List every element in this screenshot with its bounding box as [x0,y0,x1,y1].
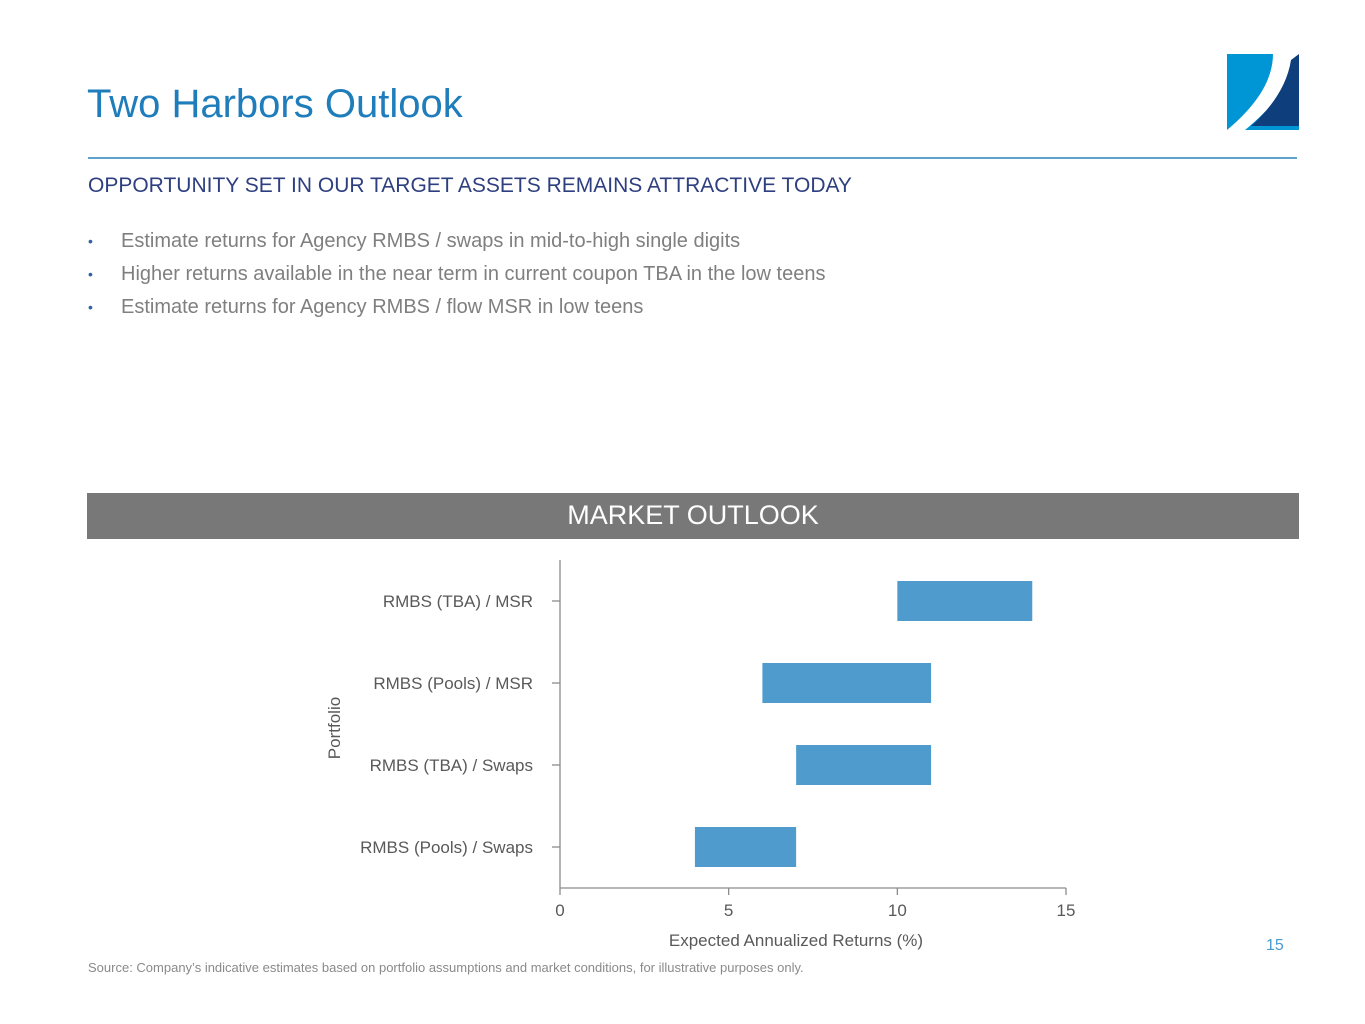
bullet-text: Higher returns available in the near ter… [121,263,826,285]
logo-dark-panel [1251,54,1299,126]
bullet-item: • Estimate returns for Agency RMBS / swa… [88,226,825,259]
source-note: Source: Company’s indicative estimates b… [88,960,804,975]
bullet-icon: • [88,299,93,315]
x-tick-label: 15 [1057,901,1076,920]
market-outlook-banner: MARKET OUTLOOK [87,493,1299,539]
y-tick-label: RMBS (TBA) / Swaps [370,756,533,775]
y-tick-label: RMBS (Pools) / Swaps [360,838,533,857]
company-logo [1227,54,1299,130]
title-divider [88,157,1297,159]
y-axis-title: Portfolio [325,697,344,759]
y-tick-label: RMBS (TBA) / MSR [383,592,533,611]
range-bar [796,745,932,785]
bullet-text: Estimate returns for Agency RMBS / flow … [121,296,644,318]
bullet-list: • Estimate returns for Agency RMBS / swa… [88,226,825,325]
logo-white-swoosh [1227,54,1299,130]
range-bar [897,581,1033,621]
x-tick-label: 10 [888,901,907,920]
bullet-icon: • [88,233,93,249]
section-heading: OPPORTUNITY SET IN OUR TARGET ASSETS REM… [88,174,852,197]
x-tick-label: 0 [555,901,564,920]
page-number: 15 [1266,937,1284,954]
x-axis-title: Expected Annualized Returns (%) [669,931,923,950]
market-outlook-chart: 0 5 10 15 RMBS (TBA) / MSR RMBS (Pools) / MSR… [325,560,1076,950]
x-tick-label: 5 [724,901,733,920]
page-title: Two Harbors Outlook [87,82,463,126]
bullet-text: Estimate returns for Agency RMBS / swaps… [121,230,741,252]
bullet-item: • Higher returns available in the near t… [88,259,825,292]
y-tick-label: RMBS (Pools) / MSR [373,674,533,693]
range-bar [694,827,797,867]
range-bar [762,663,932,703]
bullet-item: • Estimate returns for Agency RMBS / flo… [88,292,825,325]
bullet-icon: • [88,266,93,282]
